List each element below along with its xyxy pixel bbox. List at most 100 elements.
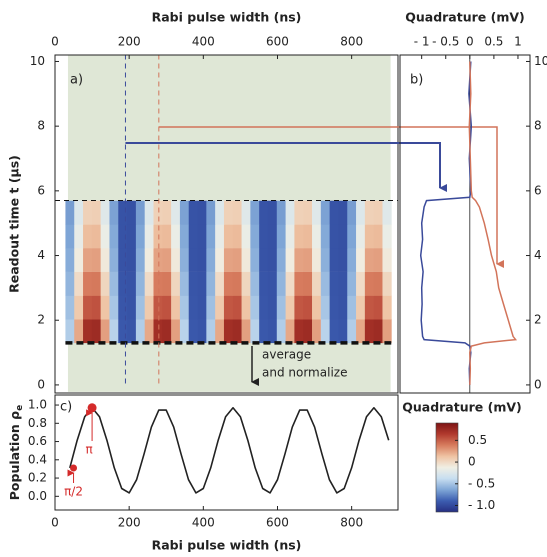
heatmap-cell [197,319,207,344]
heatmap-cell [188,224,198,249]
heatmap-cell [153,247,163,272]
heatmap-cell [373,200,383,225]
heatmap-cell [206,247,216,272]
heatmap-cell [206,319,216,344]
colorbar-tick-label: - 1.0 [468,498,495,512]
heatmap-cell [320,319,331,344]
panel-label: b) [410,73,423,88]
heatmap-cell [83,319,93,344]
heatmap-cell [373,271,383,296]
heatmap-cell [276,295,286,320]
heatmap-cell [74,247,84,272]
heatmap-cell [118,200,128,225]
heatmap-cell [118,271,128,296]
heatmap-cell [382,271,392,296]
heatmap-cell [250,271,260,296]
x-tick-label: 0 [51,516,59,530]
heatmap-cell [215,224,225,249]
heatmap-cell [241,224,251,249]
x-tick-label: 800 [340,35,363,49]
heatmap-cell [74,224,84,249]
heatmap-cell [338,200,348,225]
colorbar-tick-label: 0 [468,455,476,469]
trace [468,61,518,385]
heatmap-cell [162,295,172,320]
heatmap-cell [356,224,366,249]
point-label: π/2 [64,485,83,499]
heatmap-cell [312,200,322,225]
heatmap-cell [179,224,190,249]
heatmap-cell [144,319,154,344]
colorbar [435,422,459,513]
heatmap-cell [294,200,304,225]
heatmap-cell [206,271,216,296]
y-axis-title: Readout time t (µs) [7,155,22,293]
heatmap-cell [338,271,348,296]
x-axis-title: Quadrature (mV) [405,10,525,25]
y-tick-label: 6 [534,183,542,197]
heatmap-cell [162,224,172,249]
heatmap-cell [347,224,357,249]
heatmap-cell [197,247,207,272]
heatmap-cell [338,319,348,344]
heatmap-cell [171,295,181,320]
heatmap-cell [382,200,392,225]
heatmap-cell [65,295,75,320]
heatmap-cell [329,200,339,225]
heatmap-cell [338,247,348,272]
heatmap-cell [285,319,295,344]
heatmap-cell [127,295,137,320]
curve [69,407,390,494]
heatmap-cell [91,319,102,344]
heatmap-cell [267,224,278,249]
x-tick-label: 600 [266,35,289,49]
heatmap-cell [100,295,110,320]
x-tick-label: 0 [51,35,59,49]
x-tick-label: - 0.5 [432,35,459,49]
annotation: average [262,348,311,362]
heatmap-cell [294,319,304,344]
heatmap-cell [347,200,357,225]
heatmap-cell [109,295,119,320]
frame [54,54,399,394]
heatmap-cell [206,200,216,225]
heatmap-cell [171,247,181,272]
annotation: and normalize [262,366,347,380]
heatmap-cell [127,224,137,249]
heatmap-cell [83,247,93,272]
heatmap-cell [373,224,383,249]
trace [419,61,473,385]
heatmap-cell [179,319,190,344]
heatmap-cell [144,247,154,272]
x-tick-label: 1 [514,35,522,49]
heatmap-cell [91,271,102,296]
heatmap-cell [364,200,375,225]
heatmap-cell [109,224,119,249]
y-tick-label: 6 [37,183,45,197]
heatmap-cell [250,247,260,272]
heatmap-cell [65,247,75,272]
heatmap-cell [382,295,392,320]
heatmap-cell [109,247,119,272]
heatmap-cell [232,319,242,344]
heatmap-cell [109,271,119,296]
heatmap-cell [259,295,269,320]
heatmap-cell [223,319,234,344]
heatmap-cell [223,295,234,320]
heatmap-cell [179,247,190,272]
heatmap-cell [188,271,198,296]
heatmap-cell [241,295,251,320]
heatmap-cell [127,200,137,225]
heatmap-cell [312,319,322,344]
heatmap-cell [267,295,278,320]
heatmap-cell [91,247,102,272]
heatmap-cell [241,271,251,296]
heatmap-cell [241,319,251,344]
heatmap-cell [347,271,357,296]
heatmap-cell [223,224,234,249]
heatmap-cell [312,247,322,272]
colorbar-title: Quadrature (mV) [402,400,522,415]
y-tick-label: 4 [534,248,542,262]
heatmap-cell [162,271,172,296]
heatmap-cell [364,224,375,249]
